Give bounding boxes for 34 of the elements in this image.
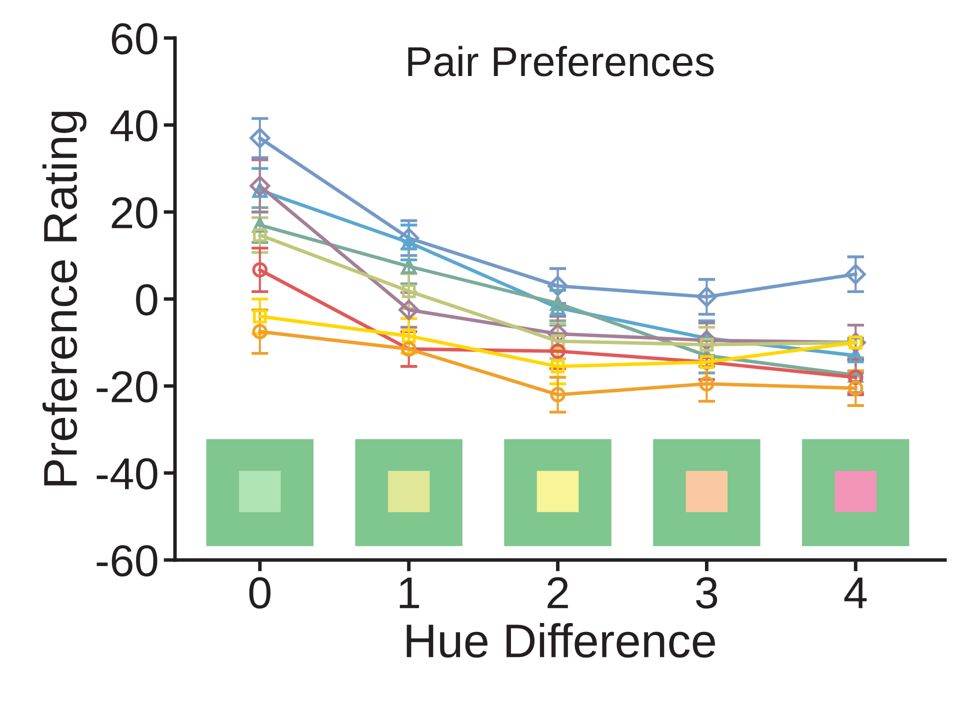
y-tick-label: -60	[96, 545, 158, 577]
point	[845, 264, 866, 284]
point	[398, 300, 420, 320]
y-axis-title: Preference Rating	[42, 112, 86, 486]
point	[548, 276, 568, 296]
point	[699, 376, 714, 392]
point	[250, 128, 270, 148]
y-tick-label: 60	[112, 23, 158, 55]
point	[550, 359, 565, 374]
y-tick-label: 40	[110, 110, 158, 142]
point	[696, 286, 717, 308]
x-tick-label: 2	[548, 577, 568, 608]
point	[550, 387, 566, 402]
point	[250, 176, 270, 196]
point	[252, 262, 268, 278]
point	[252, 309, 267, 324]
chart-title: Pair Preferences	[408, 46, 714, 76]
x-tick-label: 3	[696, 577, 718, 609]
x-tick-label: 1	[400, 578, 420, 608]
point	[252, 228, 267, 242]
point	[252, 324, 268, 340]
point	[402, 284, 416, 298]
y-tick-label: -40	[96, 458, 158, 490]
point	[402, 329, 416, 343]
point	[848, 380, 864, 396]
point	[401, 258, 416, 274]
point	[550, 344, 566, 359]
point	[550, 296, 566, 311]
y-tick-label: 0	[136, 284, 158, 316]
y-tick-label: -20	[96, 371, 158, 403]
y-tick-label: 20	[112, 197, 158, 229]
x-axis-title: Hue Difference	[406, 622, 715, 658]
x-tick-label: 4	[844, 578, 867, 608]
x-tick-label: 0	[249, 577, 271, 609]
